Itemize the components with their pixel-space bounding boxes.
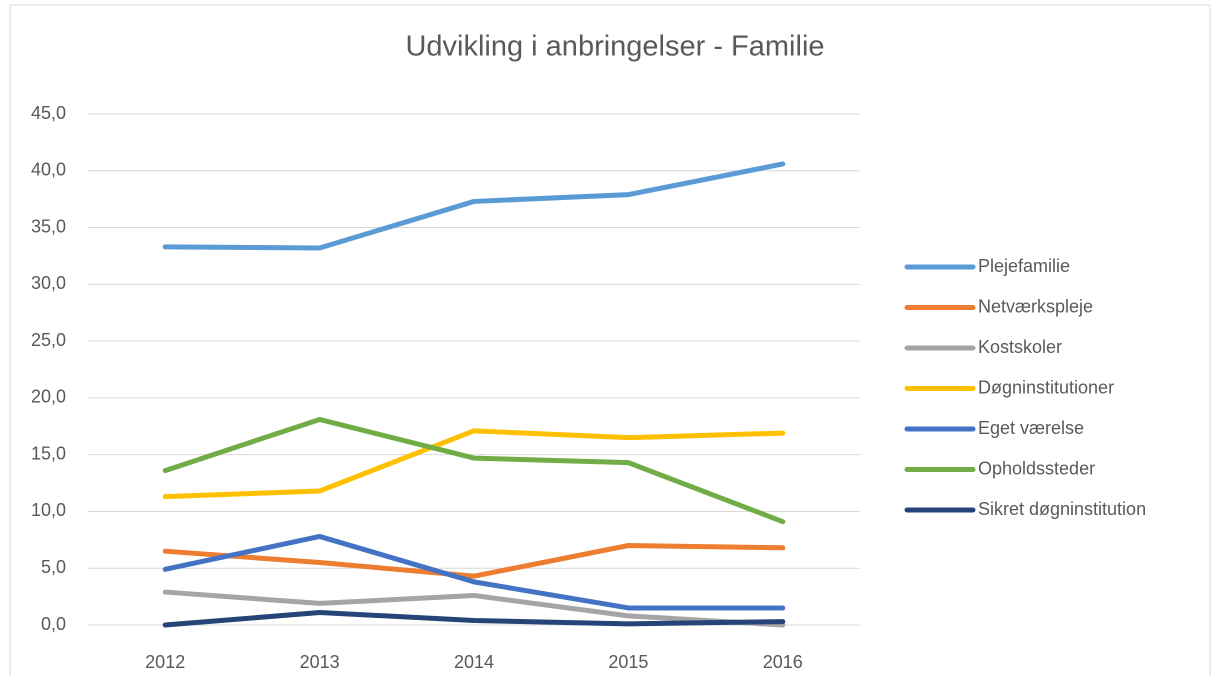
series-line — [162, 161, 786, 251]
y-tick-label: 45,0 — [31, 103, 66, 123]
series-line — [162, 428, 786, 500]
legend-label: Kostskoler — [978, 337, 1062, 357]
series-line — [162, 610, 786, 628]
chart-border — [9, 4, 1211, 676]
y-tick-label: 25,0 — [31, 330, 66, 350]
y-tick-label: 15,0 — [31, 443, 66, 463]
series-line — [162, 533, 786, 611]
series-line — [162, 589, 786, 628]
y-tick-label: 10,0 — [31, 500, 66, 520]
series-line — [162, 416, 786, 525]
x-tick-label: 2015 — [608, 652, 648, 672]
y-tick-label: 20,0 — [31, 387, 66, 407]
y-tick-label: 35,0 — [31, 216, 66, 236]
x-tick-label: 2013 — [300, 652, 340, 672]
series-line — [162, 543, 786, 579]
legend-label: Eget værelse — [978, 418, 1084, 438]
x-tick-label: 2016 — [763, 652, 803, 672]
legend-label: Opholdssteder — [978, 458, 1095, 478]
legend-label: Døgninstitutioner — [978, 377, 1114, 397]
y-tick-label: 5,0 — [41, 557, 66, 577]
legend-label: Sikret døgninstitution — [978, 499, 1146, 519]
chart-title: Udvikling i anbringelser - Familie — [405, 31, 824, 63]
y-tick-label: 0,0 — [41, 614, 66, 634]
y-tick-label: 30,0 — [31, 273, 66, 293]
x-tick-label: 2014 — [454, 652, 494, 672]
y-tick-label: 40,0 — [31, 160, 66, 180]
legend-label: Plejefamilie — [978, 256, 1070, 276]
legend-label: Netværkspleje — [978, 296, 1093, 316]
x-tick-label: 2012 — [145, 652, 185, 672]
